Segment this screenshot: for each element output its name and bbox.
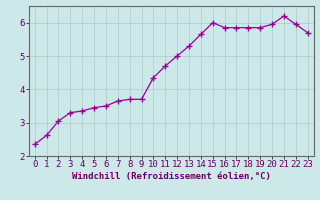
X-axis label: Windchill (Refroidissement éolien,°C): Windchill (Refroidissement éolien,°C): [72, 172, 271, 181]
